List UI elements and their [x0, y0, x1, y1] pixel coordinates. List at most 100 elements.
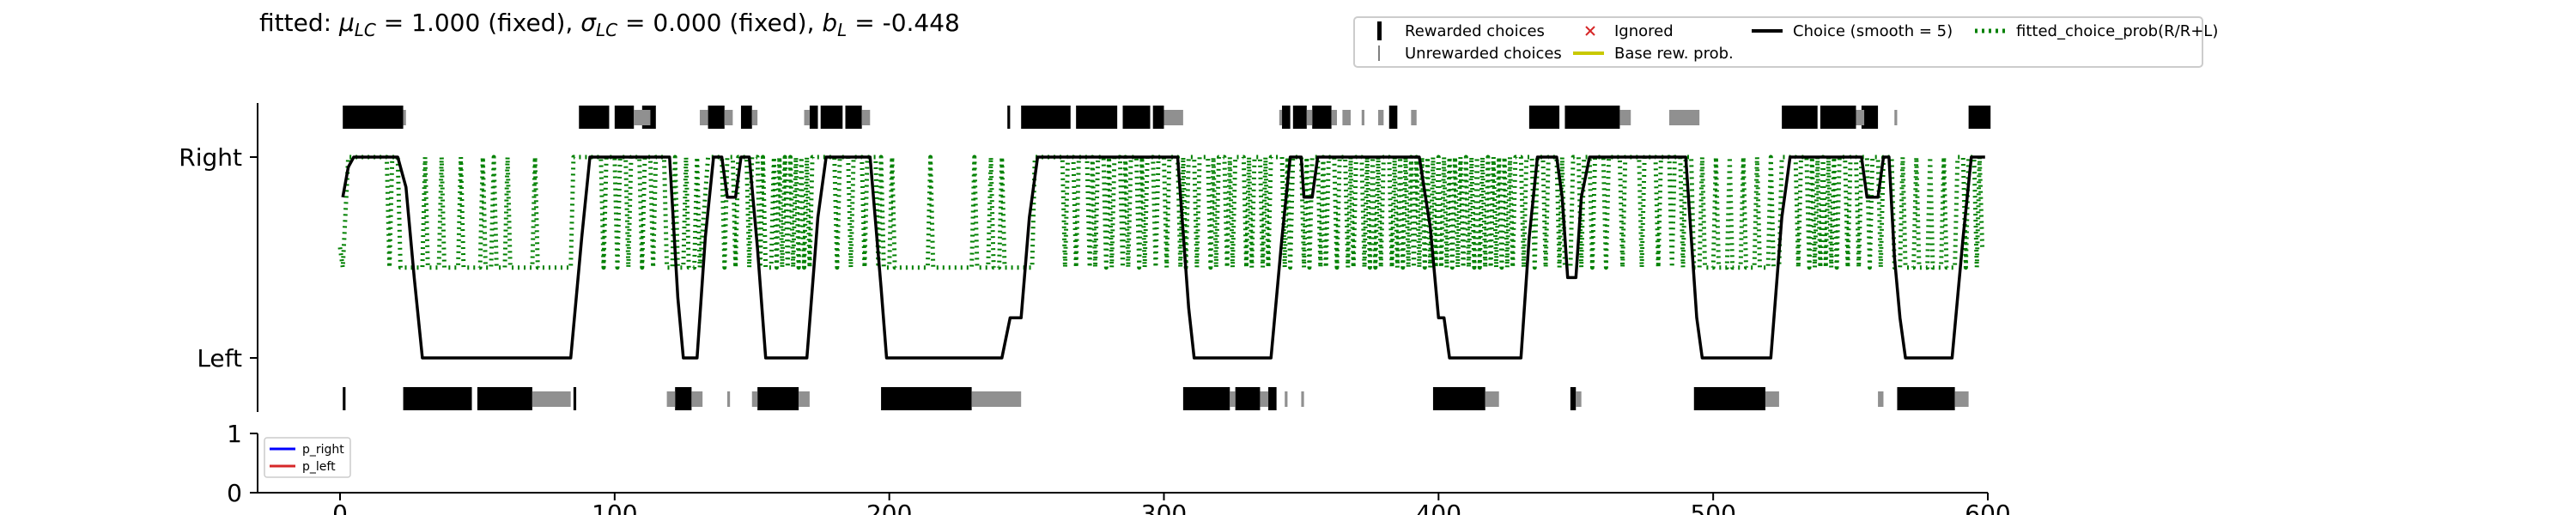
rewarded-left-mark-8 — [1235, 387, 1261, 410]
legend-entry-0: Rewarded choices — [1377, 21, 1545, 40]
rewarded-right-mark-5 — [740, 106, 752, 129]
legend-label-4: Choice (smooth = 5) — [1793, 22, 1953, 40]
rewarded-right-mark-4 — [708, 106, 725, 129]
rewarded-left-marks — [343, 387, 1955, 410]
unrewarded-right-mark-12 — [1361, 110, 1364, 125]
unrewarded-left-mark-9 — [1285, 391, 1288, 407]
lower-xtick-label-3: 300 — [1141, 500, 1187, 515]
rewarded-left-mark-12 — [1693, 387, 1765, 410]
unrewarded-left-mark-15 — [1954, 391, 1969, 407]
legend-marker-2 — [1585, 26, 1595, 36]
unrewarded-left-marks — [532, 391, 1969, 407]
rewarded-left-mark-7 — [1182, 387, 1230, 410]
rewarded-left-mark-5 — [757, 387, 799, 410]
rewarded-right-mark-9 — [1007, 106, 1011, 129]
lower-xtick-label-5: 500 — [1690, 500, 1735, 515]
rewarded-right-mark-18 — [1528, 106, 1560, 129]
rewarded-left-mark-13 — [1897, 387, 1955, 410]
lower-legend-entry-0: p_right — [270, 443, 344, 457]
rewarded-left-mark-9 — [1268, 387, 1277, 410]
lower-xtick-label-0: 0 — [332, 500, 348, 515]
lower-xtick-label-1: 100 — [592, 500, 637, 515]
lower-legend-label-0: p_right — [302, 443, 344, 457]
main-legend: Rewarded choices Unrewarded choices Ignore… — [1353, 16, 2218, 68]
rewarded-right-mark-15 — [1292, 106, 1307, 129]
legend-entry-3: Base rew. prob. — [1573, 45, 1734, 63]
rewarded-right-mark-12 — [1122, 106, 1151, 129]
unrewarded-left-mark-3 — [726, 391, 731, 407]
rewarded-left-mark-1 — [403, 387, 472, 410]
unrewarded-right-mark-6 — [861, 110, 871, 125]
rewarded-right-mark-10 — [1021, 106, 1071, 129]
unrewarded-left-mark-6 — [971, 391, 1022, 407]
rewarded-right-mark-2 — [614, 106, 635, 129]
rewarded-left-mark-0 — [343, 387, 346, 410]
unrewarded-left-mark-10 — [1301, 391, 1304, 407]
rewarded-right-mark-6 — [809, 106, 818, 129]
unrewarded-left-mark-13 — [1765, 391, 1779, 407]
rewarded-right-mark-22 — [1861, 106, 1879, 129]
main-axes: Left Right — [179, 103, 1991, 412]
unrewarded-left-mark-0 — [532, 391, 571, 407]
main-ytick-label-0: Left — [197, 344, 242, 373]
legend-entry-4: Choice (smooth = 5) — [1752, 22, 1953, 40]
legend-label-3: Base rew. prob. — [1614, 45, 1734, 63]
unrewarded-right-mark-4 — [751, 110, 758, 125]
legend-marker-1 — [1378, 45, 1380, 61]
rewarded-right-mark-1 — [579, 106, 610, 129]
unrewarded-right-mark-8 — [1279, 110, 1283, 125]
unrewarded-right-mark-16 — [1668, 110, 1700, 125]
rewarded-left-mark-10 — [1432, 387, 1485, 410]
rewarded-right-mark-21 — [1820, 106, 1856, 129]
unrewarded-right-marks — [403, 110, 1898, 125]
unrewarded-right-mark-0 — [403, 110, 406, 125]
lower-xtick-label-6: 600 — [1965, 500, 2010, 515]
choice-smooth-line — [341, 155, 1985, 360]
unrewarded-right-mark-2 — [699, 110, 708, 125]
legend-marker-0 — [1377, 21, 1382, 40]
unrewarded-left-mark-8 — [1260, 391, 1269, 407]
unrewarded-right-mark-10 — [1331, 110, 1337, 125]
fitted-choice-prob-line — [337, 154, 1985, 270]
rewarded-left-mark-4 — [675, 387, 692, 410]
legend-label-2: Ignored — [1614, 22, 1674, 40]
lower-xtick-label-4: 400 — [1416, 500, 1461, 515]
lower-legend-label-1: p_left — [302, 460, 336, 474]
legend-entry-2: Ignored — [1585, 22, 1674, 40]
lower-ytick-label-0: 0 — [227, 479, 242, 507]
unrewarded-right-mark-7 — [1163, 110, 1183, 125]
rewarded-right-mark-0 — [343, 106, 404, 129]
rewarded-left-mark-2 — [477, 387, 532, 410]
lower-xtick-label-2: 200 — [866, 500, 912, 515]
rewarded-left-mark-6 — [881, 387, 972, 410]
rewarded-right-mark-17 — [1388, 106, 1398, 129]
rewarded-left-mark-11 — [1570, 387, 1577, 410]
unrewarded-left-mark-4 — [751, 391, 758, 407]
legend-entry-5: fitted_choice_prob(R/R+L) — [1975, 22, 2218, 40]
unrewarded-right-mark-11 — [1342, 110, 1351, 125]
unrewarded-left-mark-12 — [1576, 391, 1582, 407]
rewarded-right-mark-7 — [820, 106, 843, 129]
rewarded-right-mark-23 — [1968, 106, 1991, 129]
rewarded-left-mark-3 — [573, 387, 577, 410]
rewarded-right-mark-13 — [1152, 106, 1164, 129]
chart-title: fitted: μLC = 1.000 (fixed), σLC = 0.000… — [259, 9, 960, 40]
legend-label-0: Rewarded choices — [1405, 22, 1545, 40]
unrewarded-right-mark-1 — [634, 110, 651, 125]
lower-ytick-label-1: 1 — [227, 420, 242, 448]
unrewarded-right-mark-18 — [1894, 110, 1898, 125]
rewarded-right-mark-19 — [1564, 106, 1620, 129]
unrewarded-left-mark-5 — [799, 391, 810, 407]
rewarded-right-mark-16 — [1312, 106, 1332, 129]
rewarded-right-mark-14 — [1282, 106, 1291, 129]
legend-label-5: fitted_choice_prob(R/R+L) — [2016, 22, 2218, 40]
unrewarded-right-mark-5 — [804, 110, 810, 125]
rewarded-right-marks — [343, 106, 1991, 129]
unrewarded-right-mark-9 — [1306, 110, 1313, 125]
unrewarded-right-mark-14 — [1411, 110, 1417, 125]
rewarded-right-mark-8 — [845, 106, 862, 129]
unrewarded-right-mark-17 — [1856, 110, 1865, 125]
legend-label-1: Unrewarded choices — [1405, 45, 1562, 63]
rewarded-right-mark-20 — [1782, 106, 1818, 129]
